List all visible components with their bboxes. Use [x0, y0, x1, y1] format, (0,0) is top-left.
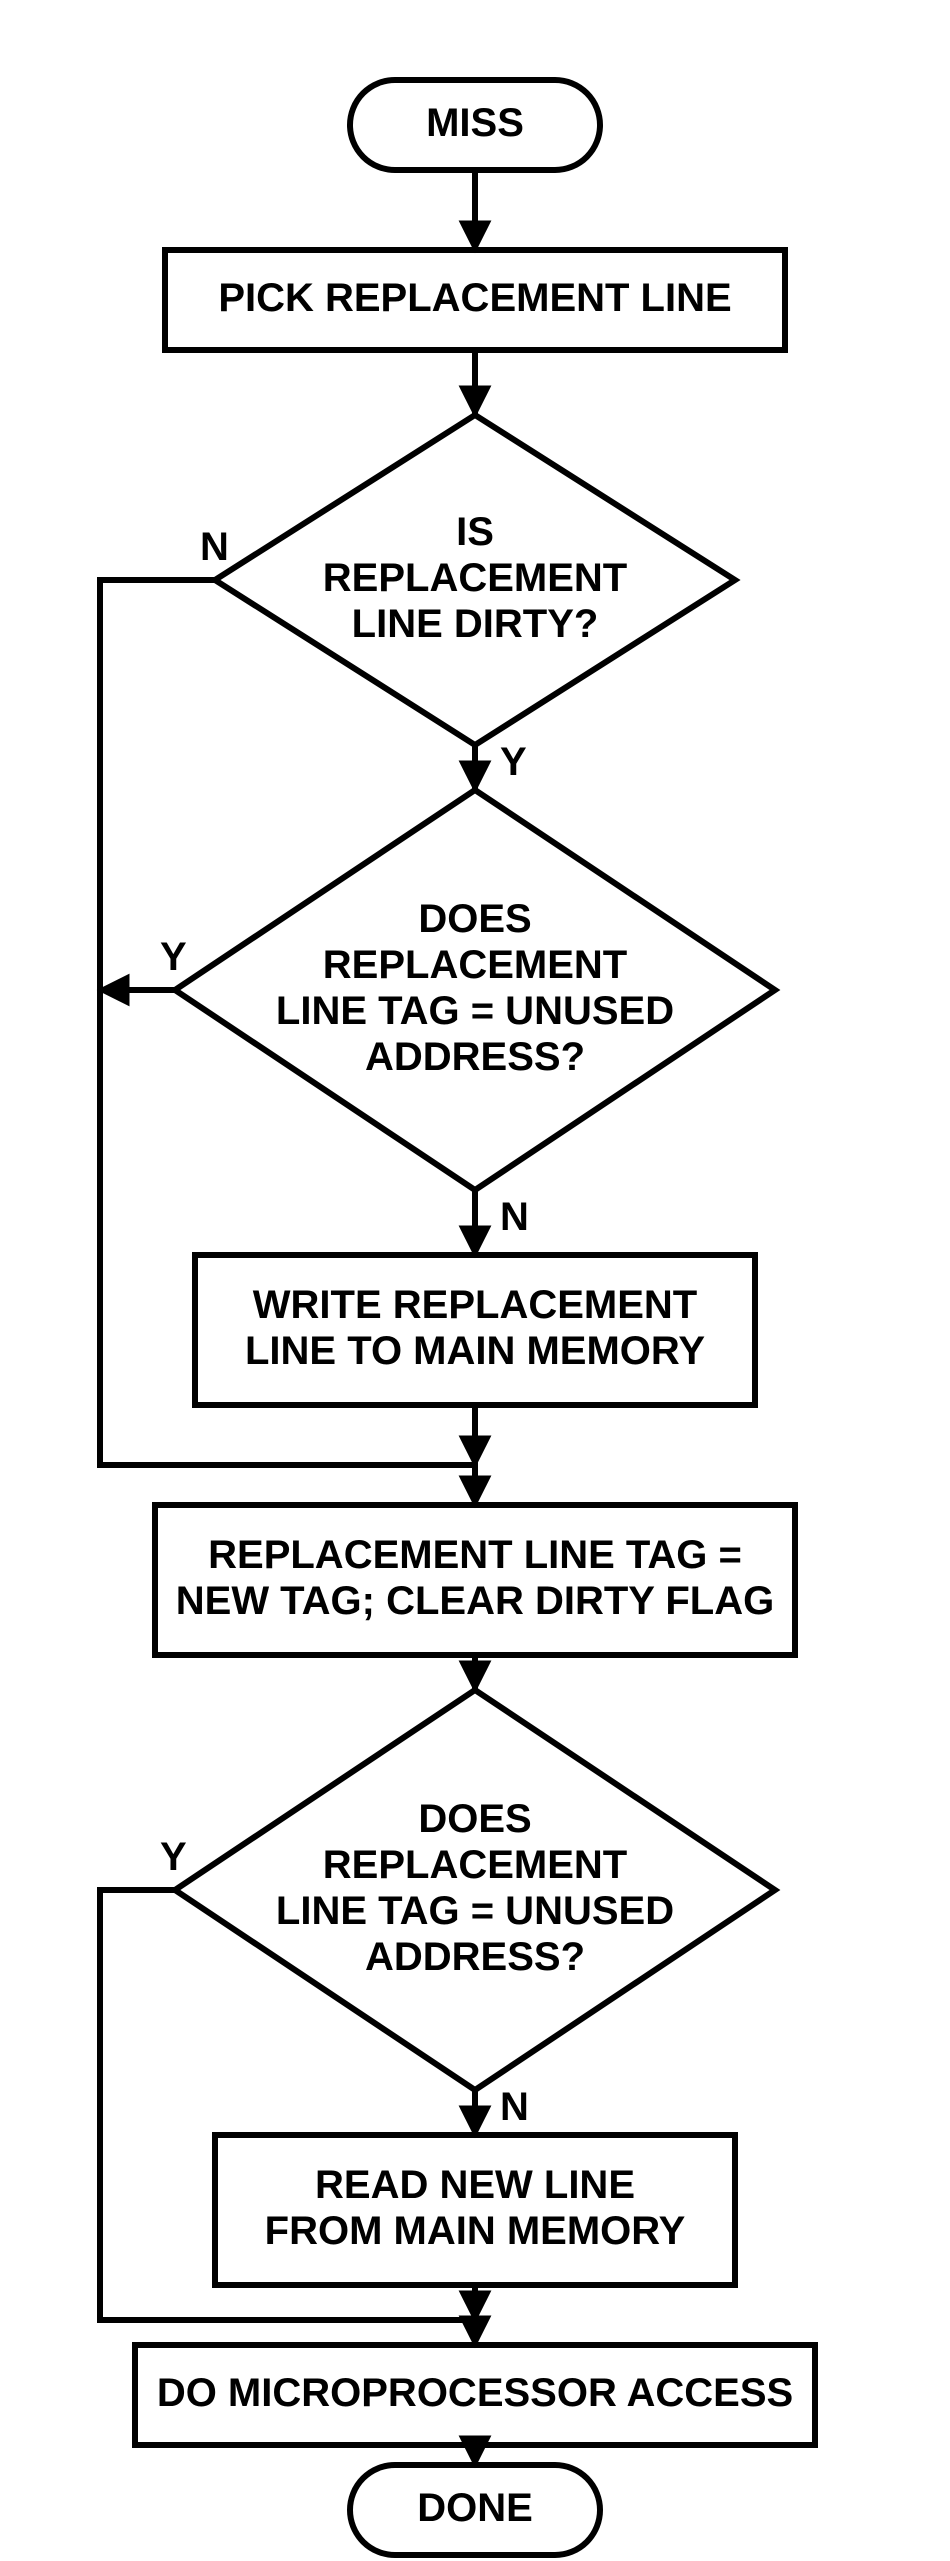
flow-node-d3: DOESREPLACEMENTLINE TAG = UNUSEDADDRESS?: [175, 1690, 775, 2090]
node-text-line: REPLACEMENT: [323, 943, 627, 987]
node-text-line: LINE TAG = UNUSED: [276, 989, 674, 1033]
flow-edge-8: N: [475, 2085, 529, 2135]
flow-node-end: DONE: [350, 2465, 600, 2555]
flow-node-p4: READ NEW LINEFROM MAIN MEMORY: [215, 2135, 735, 2285]
flow-node-d1: ISREPLACEMENTLINE DIRTY?: [215, 415, 735, 745]
flow-node-p3: REPLACEMENT LINE TAG =NEW TAG; CLEAR DIR…: [155, 1505, 795, 1655]
node-text-line: DO MICROPROCESSOR ACCESS: [157, 2371, 793, 2415]
node-text-line: NEW TAG; CLEAR DIRTY FLAG: [176, 1579, 774, 1623]
node-text-line: LINE TO MAIN MEMORY: [245, 1329, 705, 1373]
svg-text:DO MICROPROCESSOR ACCESS: DO MICROPROCESSOR ACCESS: [157, 2371, 793, 2415]
node-text-line: FROM MAIN MEMORY: [265, 2209, 686, 2253]
node-text-line: ADDRESS?: [365, 1035, 585, 1079]
edge-label: N: [500, 1195, 529, 1239]
flow-node-p1: PICK REPLACEMENT LINE: [165, 250, 785, 350]
node-text-line: LINE TAG = UNUSED: [276, 1889, 674, 1933]
node-text-line: READ NEW LINE: [315, 2163, 635, 2207]
flow-node-start: MISS: [350, 80, 600, 170]
node-text-line: REPLACEMENT LINE TAG =: [208, 1533, 742, 1577]
edge-label: Y: [160, 935, 187, 979]
cache-miss-flowchart: MISSPICK REPLACEMENT LINEISREPLACEMENTLI…: [0, 0, 950, 2561]
svg-text:MISS: MISS: [426, 101, 524, 145]
flow-edge-5: N: [475, 1190, 529, 1255]
node-text-line: REPLACEMENT: [323, 556, 627, 600]
edge-label: N: [500, 2085, 529, 2129]
flow-edge-2: Y: [475, 740, 527, 790]
flow-edge-4: Y: [100, 935, 187, 990]
node-text-line: PICK REPLACEMENT LINE: [218, 276, 731, 320]
svg-text:DONE: DONE: [417, 2486, 533, 2530]
flow-node-d2: DOESREPLACEMENTLINE TAG = UNUSEDADDRESS?: [175, 790, 775, 1190]
edge-label: Y: [500, 740, 527, 784]
flow-node-p5: DO MICROPROCESSOR ACCESS: [135, 2345, 815, 2445]
node-text-line: IS: [456, 510, 494, 554]
node-text-line: REPLACEMENT: [323, 1843, 627, 1887]
node-text-line: MISS: [426, 101, 524, 145]
flow-node-p2: WRITE REPLACEMENTLINE TO MAIN MEMORY: [195, 1255, 755, 1405]
node-text-line: WRITE REPLACEMENT: [253, 1283, 697, 1327]
node-text-line: DOES: [418, 1797, 531, 1841]
node-text-line: LINE DIRTY?: [352, 602, 599, 646]
edge-label: Y: [160, 1835, 187, 1879]
svg-text:PICK REPLACEMENT LINE: PICK REPLACEMENT LINE: [218, 276, 731, 320]
node-text-line: DONE: [417, 2486, 533, 2530]
edge-label: N: [200, 525, 229, 569]
node-text-line: ADDRESS?: [365, 1935, 585, 1979]
node-text-line: DOES: [418, 897, 531, 941]
